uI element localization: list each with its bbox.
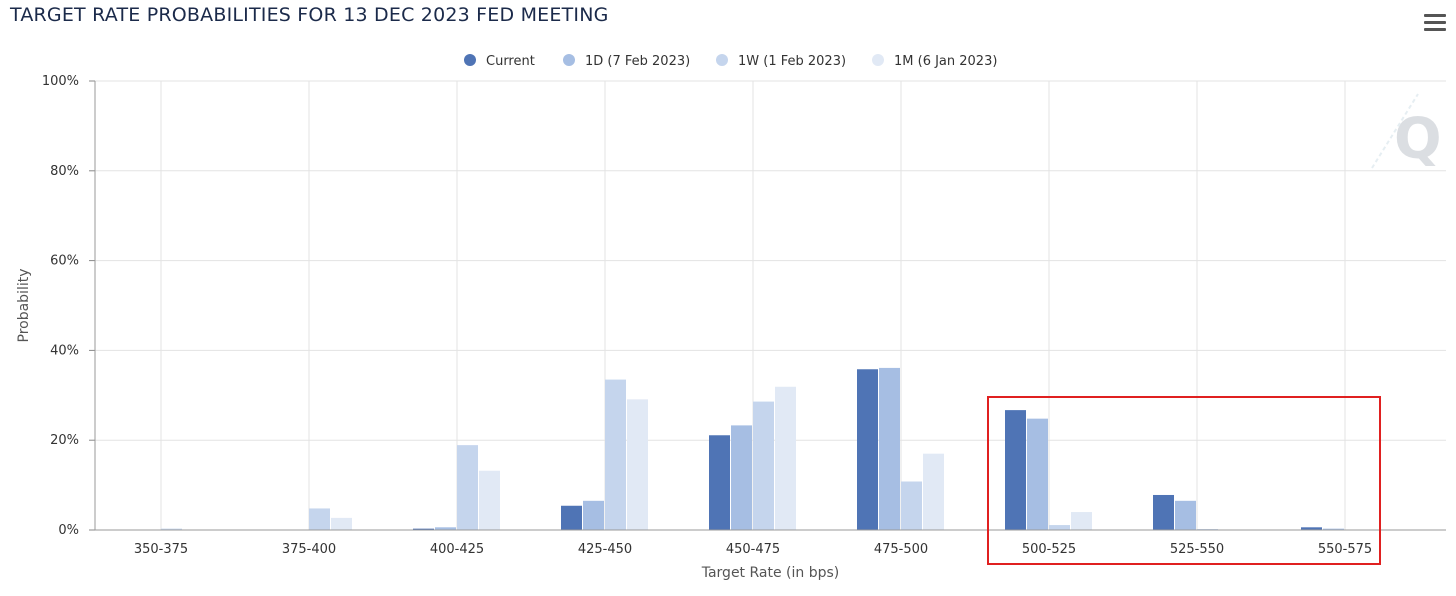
bar-400-425-s0[interactable]	[413, 528, 434, 530]
x-tick-label: 400-425	[430, 542, 484, 557]
x-tick-label: 550-575	[1318, 542, 1372, 557]
svg-text:Q: Q	[1394, 107, 1442, 172]
bar-500-525-s0[interactable]	[1005, 410, 1026, 530]
legend-item-1[interactable]: 1D (7 Feb 2023)	[563, 54, 690, 69]
bar-450-475-s2[interactable]	[753, 401, 774, 530]
y-tick-label: 100%	[42, 74, 79, 89]
bar-425-450-s2[interactable]	[605, 379, 626, 530]
legend-item-0[interactable]: Current	[464, 54, 535, 69]
bar-425-450-s0[interactable]	[561, 505, 582, 530]
bar-450-475-s0[interactable]	[709, 435, 730, 530]
highlight-rectangle	[987, 396, 1381, 565]
x-tick-label: 375-400	[282, 542, 336, 557]
legend-marker	[716, 54, 728, 66]
x-tick-label: 500-525	[1022, 542, 1076, 557]
x-tick-label: 350-375	[134, 542, 188, 557]
bar-400-425-s2[interactable]	[457, 445, 478, 530]
y-tick-label: 0%	[58, 523, 79, 538]
bars	[161, 367, 1344, 530]
legend-marker	[563, 54, 575, 66]
bar-475-500-s2[interactable]	[901, 481, 922, 530]
chart-title: TARGET RATE PROBABILITIES FOR 13 DEC 202…	[10, 4, 609, 26]
bar-350-375-s2[interactable]	[161, 528, 182, 530]
bar-550-575-s0[interactable]	[1301, 527, 1322, 530]
bar-500-525-s2[interactable]	[1049, 525, 1070, 530]
x-tick-label: 450-475	[726, 542, 780, 557]
legend-marker	[464, 54, 476, 66]
cme-q-logo-icon: Q	[1371, 93, 1442, 172]
y-tick-label: 60%	[50, 254, 79, 269]
bar-475-500-s0[interactable]	[857, 369, 878, 530]
y-tick-label: 80%	[50, 164, 79, 179]
legend-label: Current	[486, 54, 535, 69]
hamburger-menu-icon[interactable]	[1424, 14, 1446, 32]
x-axis-title: Target Rate (in bps)	[701, 565, 840, 581]
bar-450-475-s3[interactable]	[775, 386, 796, 530]
legend-item-2[interactable]: 1W (1 Feb 2023)	[716, 54, 846, 69]
bar-475-500-s3[interactable]	[923, 453, 944, 530]
x-tick-label: 425-450	[578, 542, 632, 557]
y-axis-title: Probability	[16, 268, 32, 342]
bar-375-400-s2[interactable]	[309, 508, 330, 530]
bar-400-425-s1[interactable]	[435, 527, 456, 530]
legend-label: 1M (6 Jan 2023)	[894, 54, 997, 69]
bar-525-550-s1[interactable]	[1175, 500, 1196, 530]
legend: Current 1D (7 Feb 2023) 1W (1 Feb 2023) 1M …	[464, 54, 997, 69]
bar-425-450-s1[interactable]	[583, 500, 604, 530]
legend-item-3[interactable]: 1M (6 Jan 2023)	[872, 54, 997, 69]
legend-marker	[872, 54, 884, 66]
bar-550-575-s1[interactable]	[1323, 528, 1344, 530]
legend-label: 1W (1 Feb 2023)	[738, 54, 846, 69]
legend-label: 1D (7 Feb 2023)	[585, 54, 690, 69]
bar-450-475-s1[interactable]	[731, 425, 752, 530]
bar-400-425-s3[interactable]	[479, 470, 500, 530]
bar-500-525-s1[interactable]	[1027, 418, 1048, 530]
y-tick-label: 20%	[50, 433, 79, 448]
y-tick-label: 40%	[50, 343, 79, 358]
bar-375-400-s3[interactable]	[331, 517, 352, 530]
x-tick-label: 475-500	[874, 542, 928, 557]
x-tick-label: 525-550	[1170, 542, 1224, 557]
bar-425-450-s3[interactable]	[627, 399, 648, 530]
bar-475-500-s1[interactable]	[879, 367, 900, 530]
highlight-box	[987, 396, 1381, 565]
bar-500-525-s3[interactable]	[1071, 512, 1092, 530]
bar-525-550-s0[interactable]	[1153, 494, 1174, 530]
axes: 0% 20% 40% 60% 80% 100% 350-375 375-400 400-425 4…	[42, 74, 1446, 557]
